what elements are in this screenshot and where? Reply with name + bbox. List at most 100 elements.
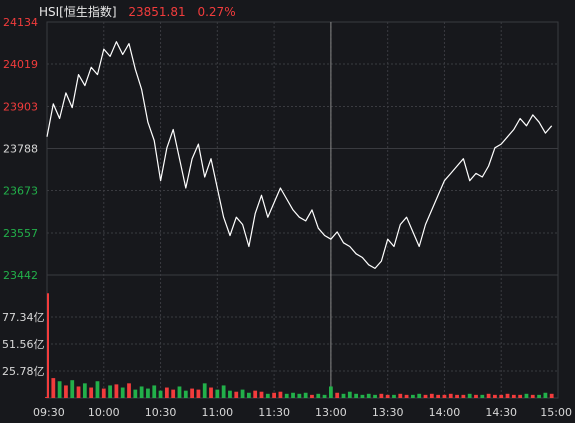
volume-bar xyxy=(392,394,396,398)
volume-bar xyxy=(461,394,466,398)
volume-bar xyxy=(246,392,251,398)
volume-bar xyxy=(429,393,434,398)
volume-bar xyxy=(499,394,504,398)
time-tick-label: 13:00 xyxy=(315,406,347,419)
time-tick-label: 11:30 xyxy=(258,406,290,419)
volume-bar xyxy=(146,388,150,398)
volume-bar xyxy=(164,387,169,398)
volume-bar xyxy=(474,394,478,398)
price-tick-label: 24019 xyxy=(3,58,38,71)
volume-bar xyxy=(228,390,232,398)
volume-bar xyxy=(89,387,94,398)
chart-header: HSI[恒生指数] 23851.81 0.27% xyxy=(39,3,244,20)
price-value: 23851.81 xyxy=(128,5,186,19)
volume-bar xyxy=(486,393,491,398)
symbol-label: HSI[恒生指数] xyxy=(39,5,117,19)
volume-bar xyxy=(272,392,277,398)
plot-frame xyxy=(46,21,559,399)
volume-bar xyxy=(518,394,523,398)
volume-bar xyxy=(120,387,125,398)
price-tick-label: 24134 xyxy=(3,16,38,29)
volume-bar-open xyxy=(47,293,49,398)
volume-bar xyxy=(303,392,308,398)
time-tick-label: 10:30 xyxy=(145,406,177,419)
volume-bar xyxy=(524,393,529,398)
volume-tick-label: 25.78亿 xyxy=(2,365,45,378)
volume-bar xyxy=(152,385,157,398)
volume-bar xyxy=(265,393,270,398)
volume-bar xyxy=(354,393,359,398)
price-tick-label: 23442 xyxy=(3,269,38,282)
volume-bar xyxy=(448,393,453,398)
volume-bar xyxy=(190,388,194,398)
volume-bar xyxy=(108,385,112,398)
volume-bar xyxy=(133,389,138,398)
volume-bar xyxy=(51,378,56,398)
volume-bar xyxy=(316,393,321,398)
volume-bar xyxy=(549,393,554,398)
volume-tick-label: 77.34亿 xyxy=(2,311,45,324)
volume-bar xyxy=(215,389,220,398)
volume-bar xyxy=(221,385,226,398)
volume-bar xyxy=(373,394,377,398)
time-tick-label: 14:30 xyxy=(485,406,517,419)
volume-bar xyxy=(82,383,87,398)
volume-bar xyxy=(177,386,182,398)
volume-bar xyxy=(202,383,207,398)
volume-bar xyxy=(385,394,390,398)
volume-tick-label: 51.56亿 xyxy=(2,338,45,351)
volume-bar xyxy=(70,380,75,398)
volume-bar xyxy=(76,386,81,398)
volume-bar xyxy=(158,390,163,398)
volume-bar xyxy=(341,393,346,398)
volume-bar xyxy=(171,389,176,398)
price-tick-label: 23673 xyxy=(3,185,38,198)
volume-bar xyxy=(64,385,68,398)
time-tick-label: 09:30 xyxy=(33,406,65,419)
volume-bar xyxy=(480,394,485,398)
volume-bar xyxy=(209,387,213,398)
volume-bar xyxy=(139,386,144,398)
volume-bar xyxy=(366,393,371,398)
volume-bar xyxy=(493,394,497,398)
volume-bar xyxy=(417,393,422,398)
volume-bar xyxy=(335,392,340,398)
change-percent: 0.27% xyxy=(197,5,236,19)
volume-bar xyxy=(196,389,201,398)
volume-bar xyxy=(322,394,327,398)
volume-bar xyxy=(467,393,472,398)
volume-bar xyxy=(530,394,535,398)
volume-bar xyxy=(347,391,352,398)
volume-bar xyxy=(511,394,516,398)
volume-bar xyxy=(278,391,283,398)
volume-bar xyxy=(127,383,131,398)
volume-bar xyxy=(379,393,384,398)
volume-bar xyxy=(95,381,100,398)
volume-bar xyxy=(101,388,106,398)
volume-bar xyxy=(505,393,510,398)
time-tick-label: 13:30 xyxy=(372,406,404,419)
volume-bar xyxy=(543,392,548,398)
time-tick-label: 11:00 xyxy=(201,406,233,419)
time-tick-label: 10:00 xyxy=(88,406,120,419)
volume-bar xyxy=(183,390,188,398)
time-tick-label: 15:00 xyxy=(540,406,572,419)
volume-bar xyxy=(442,394,447,398)
volume-bar xyxy=(423,394,428,398)
volume-bar xyxy=(259,391,264,398)
volume-bar xyxy=(253,390,258,398)
volume-bar xyxy=(398,393,403,398)
volume-bar xyxy=(284,393,289,398)
volume-bar xyxy=(537,394,541,398)
price-tick-label: 23903 xyxy=(3,100,38,113)
volume-bar xyxy=(404,394,409,398)
time-tick-label: 14:00 xyxy=(429,406,461,419)
volume-bar xyxy=(436,394,441,398)
volume-bar xyxy=(411,394,415,398)
price-line xyxy=(46,41,553,269)
volume-bar xyxy=(291,392,295,398)
volume-bar xyxy=(360,394,365,398)
volume-bar xyxy=(310,394,314,398)
volume-bar xyxy=(240,389,245,398)
